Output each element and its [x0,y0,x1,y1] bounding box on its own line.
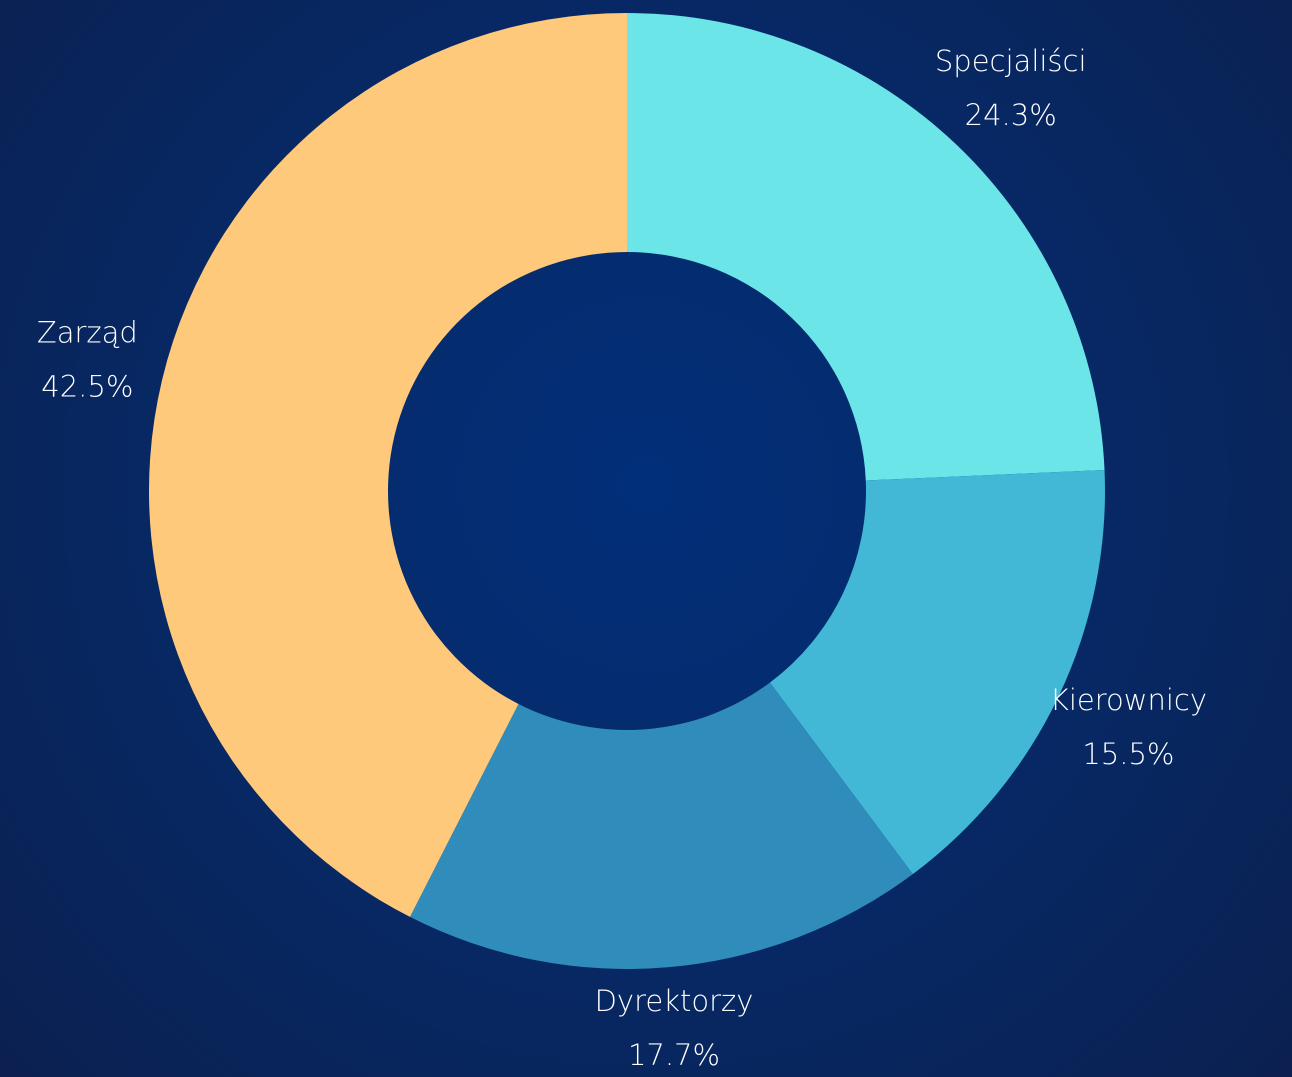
slice-label: Kierownicy [1050,683,1207,717]
slice-value-label: 24.3% [965,98,1057,132]
donut-slice [627,13,1105,481]
donut-slice [409,682,913,969]
donut-slice [769,469,1105,875]
slice-label: Specjaliści [935,44,1087,78]
slice-value-label: 17.7% [628,1038,720,1072]
slice-value-label: 15.5% [1082,737,1174,771]
slice-label: Zarząd [37,315,138,349]
slice-label: Dyrektorzy [595,984,754,1018]
donut-slice [149,13,627,917]
slice-value-label: 42.5% [41,369,133,403]
